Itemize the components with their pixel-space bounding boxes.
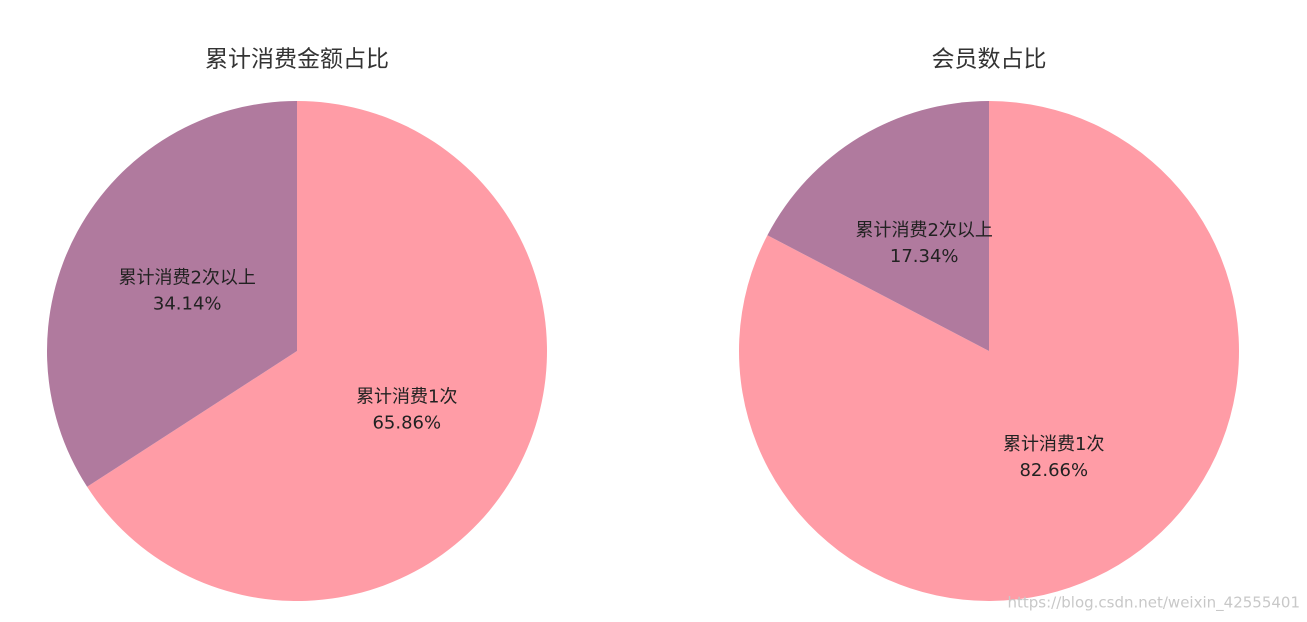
pie-slice [87, 101, 548, 601]
pie-slice [767, 101, 989, 351]
chart-title: 会员数占比 [932, 47, 1047, 73]
value-label: 17.34% [890, 246, 959, 267]
slice-label: 累计消费2次以上 [855, 220, 992, 241]
value-label: 65.86% [372, 413, 441, 434]
slice-label: 累计消费2次以上 [118, 267, 255, 288]
slice-label: 累计消费1次 [356, 387, 457, 408]
value-label: 82.66% [1019, 460, 1088, 481]
value-label: 34.14% [153, 293, 222, 314]
slice-label: 累计消费1次 [1003, 434, 1104, 455]
pie-slice [47, 101, 297, 487]
watermark: https://blog.csdn.net/weixin_42555401 [1007, 594, 1300, 613]
chart-title: 累计消费金额占比 [205, 47, 389, 73]
